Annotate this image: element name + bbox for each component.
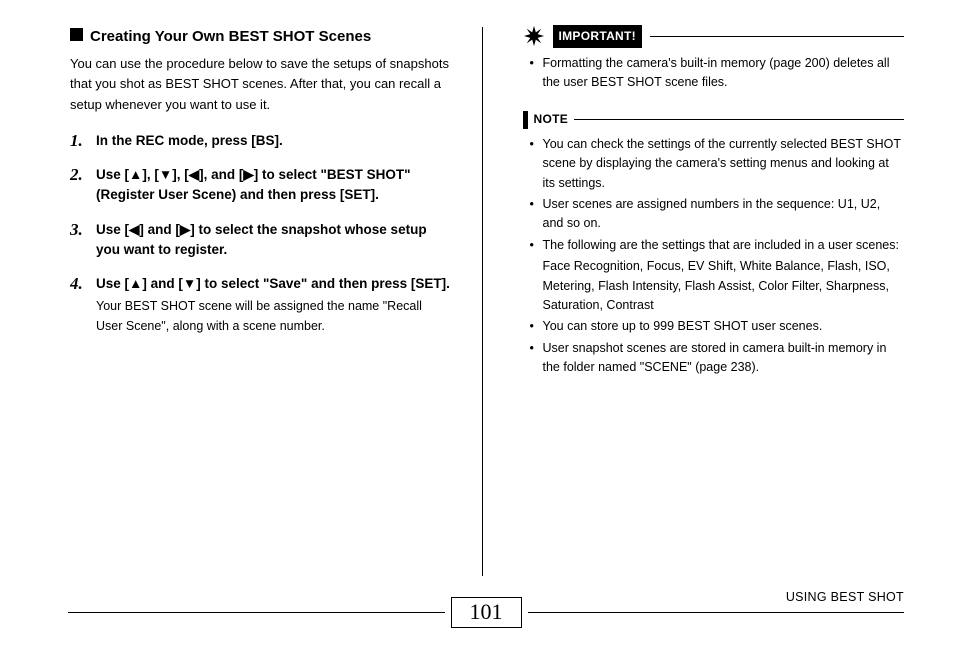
- note-subtext: Face Recognition, Focus, EV Shift, White…: [543, 257, 905, 315]
- intro-paragraph: You can use the procedure below to save …: [70, 54, 452, 114]
- column-divider: [482, 27, 483, 576]
- step-number: 2.: [70, 165, 90, 185]
- step-body: In the REC mode, press [BS].: [96, 131, 452, 151]
- note-text: The following are the settings that are …: [543, 238, 899, 252]
- heading-text: Creating Your Own BEST SHOT Scenes: [90, 25, 371, 48]
- note-heading-bar: NOTE: [523, 110, 905, 129]
- important-rule: [650, 36, 904, 37]
- note-text: You can check the settings of the curren…: [543, 137, 901, 190]
- manual-page: Creating Your Own BEST SHOT Scenes You c…: [0, 0, 954, 646]
- step-item: 3. Use [◀] and [▶] to select the snapsho…: [70, 220, 452, 261]
- step-number: 1.: [70, 131, 90, 151]
- important-heading-bar: IMPORTANT!: [523, 25, 905, 48]
- page-number: 101: [451, 597, 522, 628]
- important-item: Formatting the camera's built-in memory …: [543, 54, 905, 93]
- step-number: 4.: [70, 274, 90, 294]
- note-item: You can store up to 999 BEST SHOT user s…: [543, 317, 905, 336]
- starburst-icon: [523, 25, 545, 47]
- note-text: User snapshot scenes are stored in camer…: [543, 341, 887, 374]
- steps-list: 1. In the REC mode, press [BS]. 2. Use […: [70, 131, 452, 336]
- step-body: Use [◀] and [▶] to select the snapshot w…: [96, 220, 452, 261]
- step-subtext: Your BEST SHOT scene will be assigned th…: [96, 297, 452, 336]
- note-bar-icon: [523, 111, 528, 129]
- note-text: User scenes are assigned numbers in the …: [543, 197, 881, 230]
- step-body: Use [▲], [▼], [◀], and [▶] to select "BE…: [96, 165, 452, 206]
- important-label: IMPORTANT!: [553, 25, 642, 48]
- footer: 101: [0, 597, 954, 628]
- note-list: You can check the settings of the curren…: [523, 135, 905, 378]
- important-list: Formatting the camera's built-in memory …: [523, 54, 905, 93]
- footer-rule-right: [528, 612, 905, 613]
- note-item: The following are the settings that are …: [543, 236, 905, 316]
- note-rule: [574, 119, 904, 120]
- step-instruction: Use [▲] and [▼] to select "Save" and the…: [96, 274, 452, 294]
- step-item: 4. Use [▲] and [▼] to select "Save" and …: [70, 274, 452, 336]
- step-instruction: In the REC mode, press [BS].: [96, 131, 452, 151]
- heading-bullet-icon: [70, 28, 83, 41]
- note-item: User snapshot scenes are stored in camer…: [543, 339, 905, 378]
- note-item: User scenes are assigned numbers in the …: [543, 195, 905, 234]
- footer-rule-left: [68, 612, 445, 613]
- right-column: IMPORTANT! Formatting the camera's built…: [503, 25, 905, 636]
- step-instruction: Use [▲], [▼], [◀], and [▶] to select "BE…: [96, 165, 452, 206]
- section-heading: Creating Your Own BEST SHOT Scenes: [70, 25, 452, 48]
- note-label: NOTE: [534, 110, 569, 129]
- left-column: Creating Your Own BEST SHOT Scenes You c…: [70, 25, 462, 636]
- note-item: You can check the settings of the curren…: [543, 135, 905, 193]
- step-instruction: Use [◀] and [▶] to select the snapshot w…: [96, 220, 452, 261]
- note-text: You can store up to 999 BEST SHOT user s…: [543, 319, 823, 333]
- content-columns: Creating Your Own BEST SHOT Scenes You c…: [0, 0, 954, 646]
- step-body: Use [▲] and [▼] to select "Save" and the…: [96, 274, 452, 336]
- step-number: 3.: [70, 220, 90, 240]
- step-item: 1. In the REC mode, press [BS].: [70, 131, 452, 151]
- step-item: 2. Use [▲], [▼], [◀], and [▶] to select …: [70, 165, 452, 206]
